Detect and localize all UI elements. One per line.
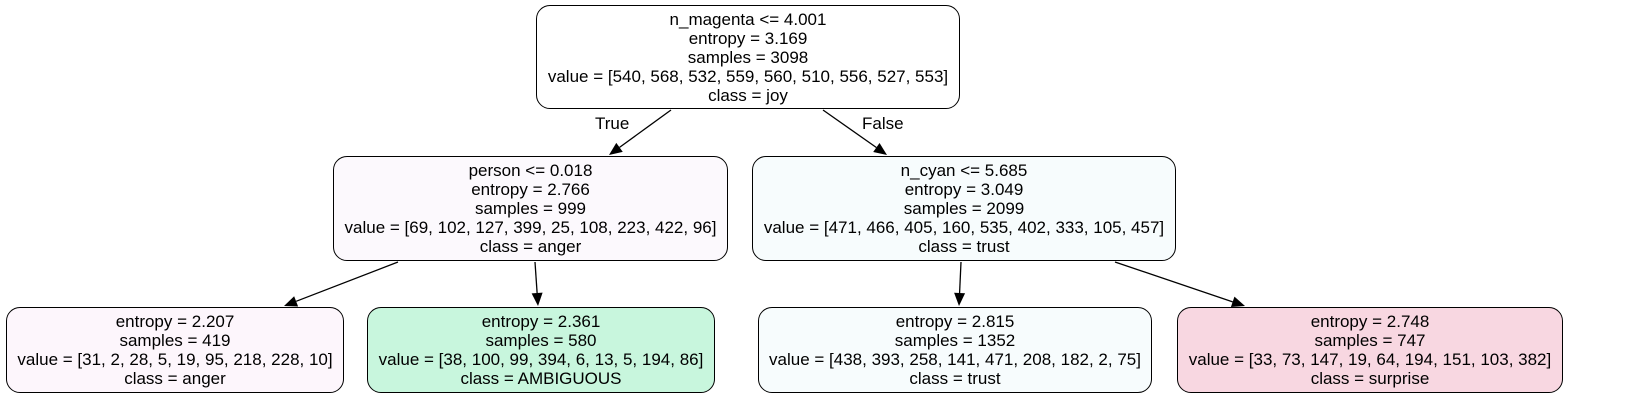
node-text-line: class = trust bbox=[918, 237, 1010, 256]
node-text-line: samples = 1352 bbox=[894, 331, 1016, 350]
node-text-line: class = anger bbox=[479, 237, 582, 256]
node-text-line: samples = 747 bbox=[1314, 331, 1426, 350]
node-text-line: samples = 2099 bbox=[903, 199, 1025, 218]
edge-label-true: True bbox=[595, 114, 630, 133]
leaf-node-left-left: entropy = 2.207 samples = 419 value = [31,… bbox=[6, 307, 344, 393]
edge-line bbox=[534, 261, 538, 294]
leaf-node-right-right: entropy = 2.748 samples = 747 value = [33,… bbox=[1177, 307, 1563, 393]
node-text-line: person <= 0.018 bbox=[468, 161, 593, 180]
edge-line bbox=[295, 261, 399, 302]
node-text-line: samples = 999 bbox=[474, 199, 587, 218]
node-text-line: samples = 3098 bbox=[687, 47, 809, 67]
node-text-line: n_magenta <= 4.001 bbox=[669, 9, 827, 29]
arrowhead-icon bbox=[609, 142, 623, 155]
node-text-line: value = [33, 73, 147, 19, 64, 194, 151, … bbox=[1188, 350, 1552, 369]
arrowhead-icon bbox=[531, 292, 543, 306]
node-text-line: entropy = 2.207 bbox=[115, 312, 235, 331]
node-text-line: entropy = 2.748 bbox=[1310, 312, 1430, 331]
node-text-line: class = surprise bbox=[1310, 369, 1430, 388]
edge-label-false: False bbox=[862, 114, 904, 133]
node-text-line: value = [438, 393, 258, 141, 471, 208, 1… bbox=[769, 350, 1141, 369]
node-text-line: class = joy bbox=[708, 85, 788, 105]
node-text-line: entropy = 3.049 bbox=[904, 180, 1024, 199]
node-text-line: entropy = 2.361 bbox=[481, 312, 601, 331]
arrowhead-icon bbox=[284, 296, 299, 307]
node-text-line: samples = 580 bbox=[485, 331, 597, 350]
node-text-line: samples = 419 bbox=[119, 331, 231, 350]
right-split-node: n_cyan <= 5.685 entropy = 3.049 samples = … bbox=[752, 156, 1176, 261]
node-text-line: class = anger bbox=[124, 369, 226, 388]
arrowhead-icon bbox=[954, 292, 966, 306]
node-text-line: entropy = 2.815 bbox=[895, 312, 1015, 331]
root-node: n_magenta <= 4.001 entropy = 3.169 samples… bbox=[536, 5, 960, 109]
node-text-line: value = [69, 102, 127, 399, 25, 108, 223… bbox=[344, 218, 717, 237]
leaf-node-right-left: entropy = 2.815 samples = 1352 value = [43… bbox=[758, 307, 1152, 393]
node-text-line: value = [31, 2, 28, 5, 19, 95, 218, 228,… bbox=[17, 350, 333, 369]
node-text-line: value = [540, 568, 532, 559, 560, 510, 5… bbox=[547, 66, 949, 86]
node-text-line: value = [38, 100, 99, 394, 6, 13, 5, 194… bbox=[378, 350, 704, 369]
node-text-line: entropy = 2.766 bbox=[471, 180, 590, 199]
node-text-line: class = trust bbox=[909, 369, 1001, 388]
node-text-line: n_cyan <= 5.685 bbox=[900, 161, 1028, 180]
left-split-node: person <= 0.018 entropy = 2.766 samples = … bbox=[333, 156, 728, 261]
edge-line bbox=[958, 261, 962, 294]
arrowhead-icon bbox=[1230, 296, 1245, 308]
edge-line bbox=[619, 109, 672, 148]
node-text-line: entropy = 3.169 bbox=[688, 28, 808, 48]
edge-line bbox=[822, 109, 877, 149]
arrowhead-icon bbox=[873, 143, 887, 155]
edge-line bbox=[1114, 261, 1233, 303]
node-text-line: class = AMBIGUOUS bbox=[460, 369, 622, 388]
leaf-node-left-right: entropy = 2.361 samples = 580 value = [38,… bbox=[367, 307, 715, 393]
node-text-line: value = [471, 466, 405, 160, 535, 402, 3… bbox=[763, 218, 1165, 237]
